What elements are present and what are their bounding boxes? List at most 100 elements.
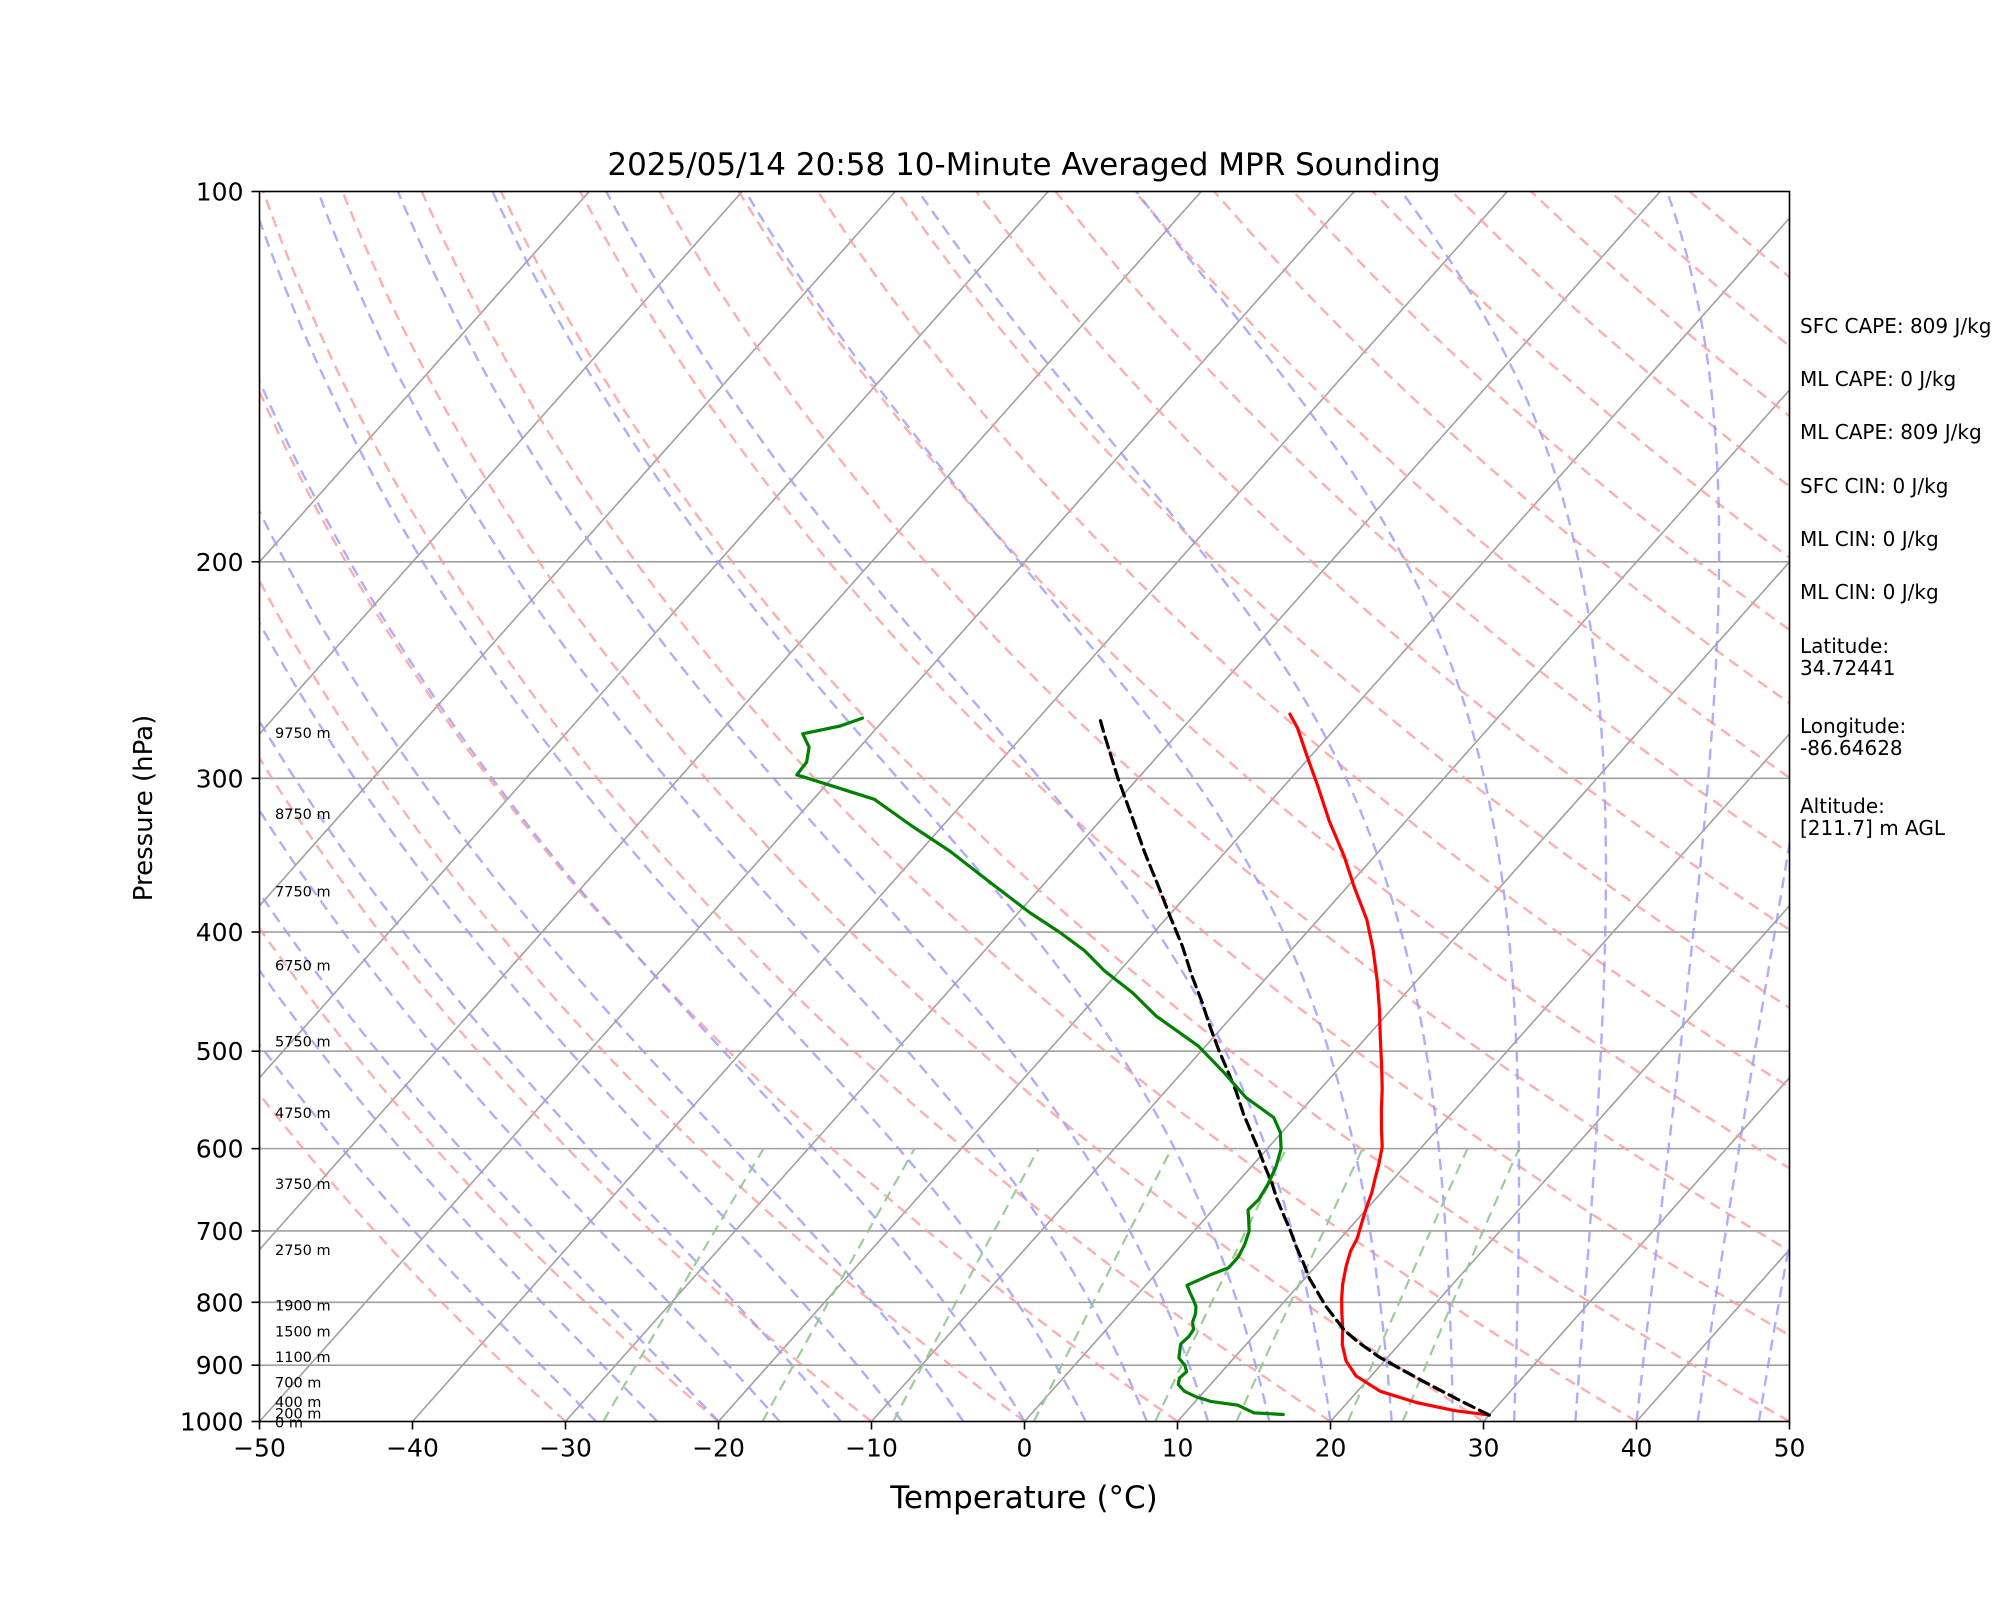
height-label: 1900 m	[275, 1298, 331, 1314]
x-tick-label: −50	[233, 1434, 286, 1463]
mixing-ratio-line	[892, 1148, 1040, 1421]
moist-adiabat-line	[605, 191, 1332, 1421]
mixing-ratio-line	[602, 1148, 765, 1421]
y-tick-label: 700	[196, 1217, 244, 1246]
height-label: 3750 m	[275, 1177, 331, 1193]
x-tick-label: −20	[692, 1434, 745, 1463]
ml-cape-text: ML CAPE: 0 J/kg	[1800, 367, 1957, 391]
parcel-trace	[1098, 716, 1491, 1417]
moist-adiabat-line	[1400, 191, 1608, 1421]
moist-adiabat-line	[1135, 191, 1521, 1421]
isotherm-line	[1482, 1077, 1789, 1421]
moist-adiabat-line	[259, 890, 720, 1421]
x-tick-label: −30	[539, 1434, 592, 1463]
dry-adiabat-line	[579, 191, 1789, 1337]
height-label: 1100 m	[275, 1350, 331, 1366]
isotherm-line	[259, 191, 590, 564]
moist-adiabat-line	[259, 215, 1087, 1421]
y-axis-ticks: 100 200 300 400 500 600 700 800 900 1000	[180, 178, 260, 1437]
y-tick-label: 500	[196, 1037, 244, 1066]
y-tick-label: 1000	[180, 1408, 244, 1437]
mixing-ratio-line	[1154, 1148, 1288, 1421]
isotherm-line	[1329, 905, 1789, 1421]
longitude-text: Longitude: -86.64628	[1800, 714, 1907, 760]
height-label: 9750 m	[275, 726, 331, 742]
x-tick-label: −10	[845, 1434, 898, 1463]
height-label: 7750 m	[275, 884, 331, 900]
mixing-ratio-line	[1401, 1148, 1521, 1421]
isotherm-line	[411, 191, 1508, 1421]
dry-adiabat-line	[259, 1091, 567, 1421]
height-label: 0 m	[275, 1416, 303, 1432]
moist-adiabat-line	[396, 191, 1210, 1421]
dry-adiabat-line	[259, 387, 1179, 1421]
dry-adiabat-line	[259, 577, 1026, 1421]
mixing-ratio-line	[1347, 1148, 1469, 1421]
y-tick-label: 200	[196, 548, 244, 577]
y-tick-label: 400	[196, 918, 244, 947]
y-tick-label: 600	[196, 1135, 244, 1164]
isotherm-line	[564, 191, 1661, 1421]
x-axis-ticks: −50 −40 −30 −20 −10 0 10 20 30 40 50	[233, 1421, 1806, 1463]
moist-adiabat-line	[316, 191, 1148, 1421]
y-tick-label: 300	[196, 764, 244, 793]
x-tick-label: 30	[1468, 1434, 1500, 1463]
x-tick-label: 20	[1315, 1434, 1347, 1463]
ml-cin-text-2: ML CIN: 0 J/kg	[1800, 580, 1939, 604]
latitude-text: Latitude: 34.72441	[1800, 634, 1896, 680]
mixing-ratio-line	[761, 1148, 916, 1421]
dry-adiabat-line	[658, 191, 1789, 1252]
chart-title: 2025/05/14 20:58 10-Minute Averaged MPR …	[607, 147, 1440, 183]
dry-adiabat-line	[341, 191, 1485, 1421]
x-tick-label: 10	[1162, 1434, 1194, 1463]
moist-adiabat-line	[259, 1041, 597, 1421]
sfc-cape-text: SFC CAPE: 809 J/kg	[1800, 314, 1992, 338]
dewpoint-trace	[795, 716, 1285, 1417]
moist-adiabat-line	[259, 507, 965, 1421]
y-tick-label: 900	[196, 1351, 244, 1380]
isotherm-line	[1176, 733, 1789, 1421]
dry-adiabat-line	[737, 191, 1789, 1170]
moist-adiabat-line	[259, 376, 1026, 1421]
isotherm-line	[259, 191, 1202, 1252]
moist-adiabat-line	[1635, 191, 1721, 1421]
x-tick-label: 50	[1774, 1434, 1806, 1463]
isotherm-line	[259, 191, 896, 908]
height-label: 5750 m	[275, 1034, 331, 1050]
ml-cin-text: ML CIN: 0 J/kg	[1800, 527, 1939, 551]
x-axis-label: Temperature (°C)	[889, 1480, 1158, 1516]
moist-adiabat-line	[491, 191, 1271, 1421]
dry-adiabat-line	[259, 925, 720, 1421]
data-lines	[795, 712, 1491, 1417]
dry-adiabat-line	[499, 191, 1789, 1421]
moist-adiabat-line	[259, 619, 904, 1421]
height-label: 6750 m	[275, 958, 331, 974]
y-axis-label: Pressure (hPa)	[129, 715, 159, 902]
height-label: 1500 m	[275, 1324, 331, 1340]
altitude-text: Altitude: [211.7] m AGL	[1800, 794, 1946, 840]
isotherm-line	[717, 217, 1789, 1421]
dry-adiabat-line	[1133, 191, 1789, 779]
moist-adiabat-line	[259, 718, 842, 1421]
height-label: 2750 m	[275, 1243, 331, 1259]
moist-adiabat-line	[259, 967, 659, 1421]
mixing-ratio-line	[1235, 1148, 1364, 1421]
height-label: 8750 m	[275, 807, 331, 823]
x-tick-label: −40	[386, 1434, 439, 1463]
temperature-trace	[1288, 712, 1491, 1417]
isotherm-line	[870, 389, 1789, 1421]
sfc-cin-text: SFC CIN: 0 J/kg	[1800, 474, 1949, 498]
y-tick-label: 800	[196, 1288, 244, 1317]
dry-adiabat-line	[975, 191, 1789, 931]
x-tick-label: 0	[1017, 1434, 1033, 1463]
dry-adiabat-line	[1213, 191, 1789, 705]
height-label: 4750 m	[275, 1106, 331, 1122]
moist-adiabat-line	[259, 807, 781, 1421]
dry-adiabat-line	[420, 191, 1638, 1421]
isotherm-line	[259, 191, 1355, 1421]
ml-cape-text-2: ML CAPE: 809 J/kg	[1800, 420, 1982, 444]
x-tick-label: 40	[1621, 1434, 1653, 1463]
isotherm-line	[1023, 561, 1789, 1421]
